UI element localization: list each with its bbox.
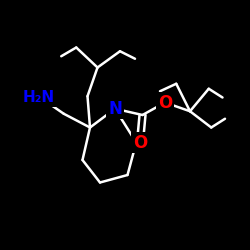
Text: H₂N: H₂N <box>23 90 55 105</box>
Text: O: O <box>133 134 147 152</box>
Text: N: N <box>108 100 122 118</box>
Text: O: O <box>158 94 172 112</box>
